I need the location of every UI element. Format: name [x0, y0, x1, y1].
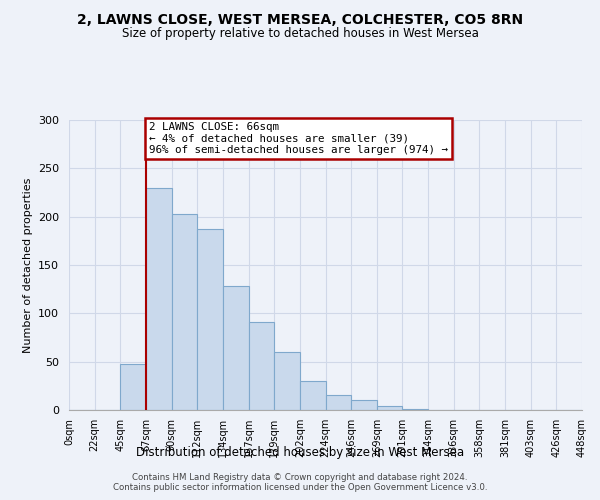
Text: Contains HM Land Registry data © Crown copyright and database right 2024.
Contai: Contains HM Land Registry data © Crown c…	[113, 473, 487, 492]
Bar	[274, 352, 300, 410]
Text: Distribution of detached houses by size in West Mersea: Distribution of detached houses by size …	[136, 446, 464, 459]
Bar	[248, 322, 274, 410]
Bar	[377, 406, 403, 410]
Bar	[121, 364, 146, 410]
Bar	[403, 409, 428, 410]
Bar	[223, 286, 248, 410]
Text: 2 LAWNS CLOSE: 66sqm
← 4% of detached houses are smaller (39)
96% of semi-detach: 2 LAWNS CLOSE: 66sqm ← 4% of detached ho…	[149, 122, 448, 155]
Bar	[146, 188, 172, 410]
Bar	[351, 400, 377, 410]
Text: Size of property relative to detached houses in West Mersea: Size of property relative to detached ho…	[122, 28, 478, 40]
Bar	[325, 394, 351, 410]
Y-axis label: Number of detached properties: Number of detached properties	[23, 178, 32, 352]
Text: 2, LAWNS CLOSE, WEST MERSEA, COLCHESTER, CO5 8RN: 2, LAWNS CLOSE, WEST MERSEA, COLCHESTER,…	[77, 12, 523, 26]
Bar	[172, 214, 197, 410]
Bar	[300, 381, 325, 410]
Bar	[197, 229, 223, 410]
